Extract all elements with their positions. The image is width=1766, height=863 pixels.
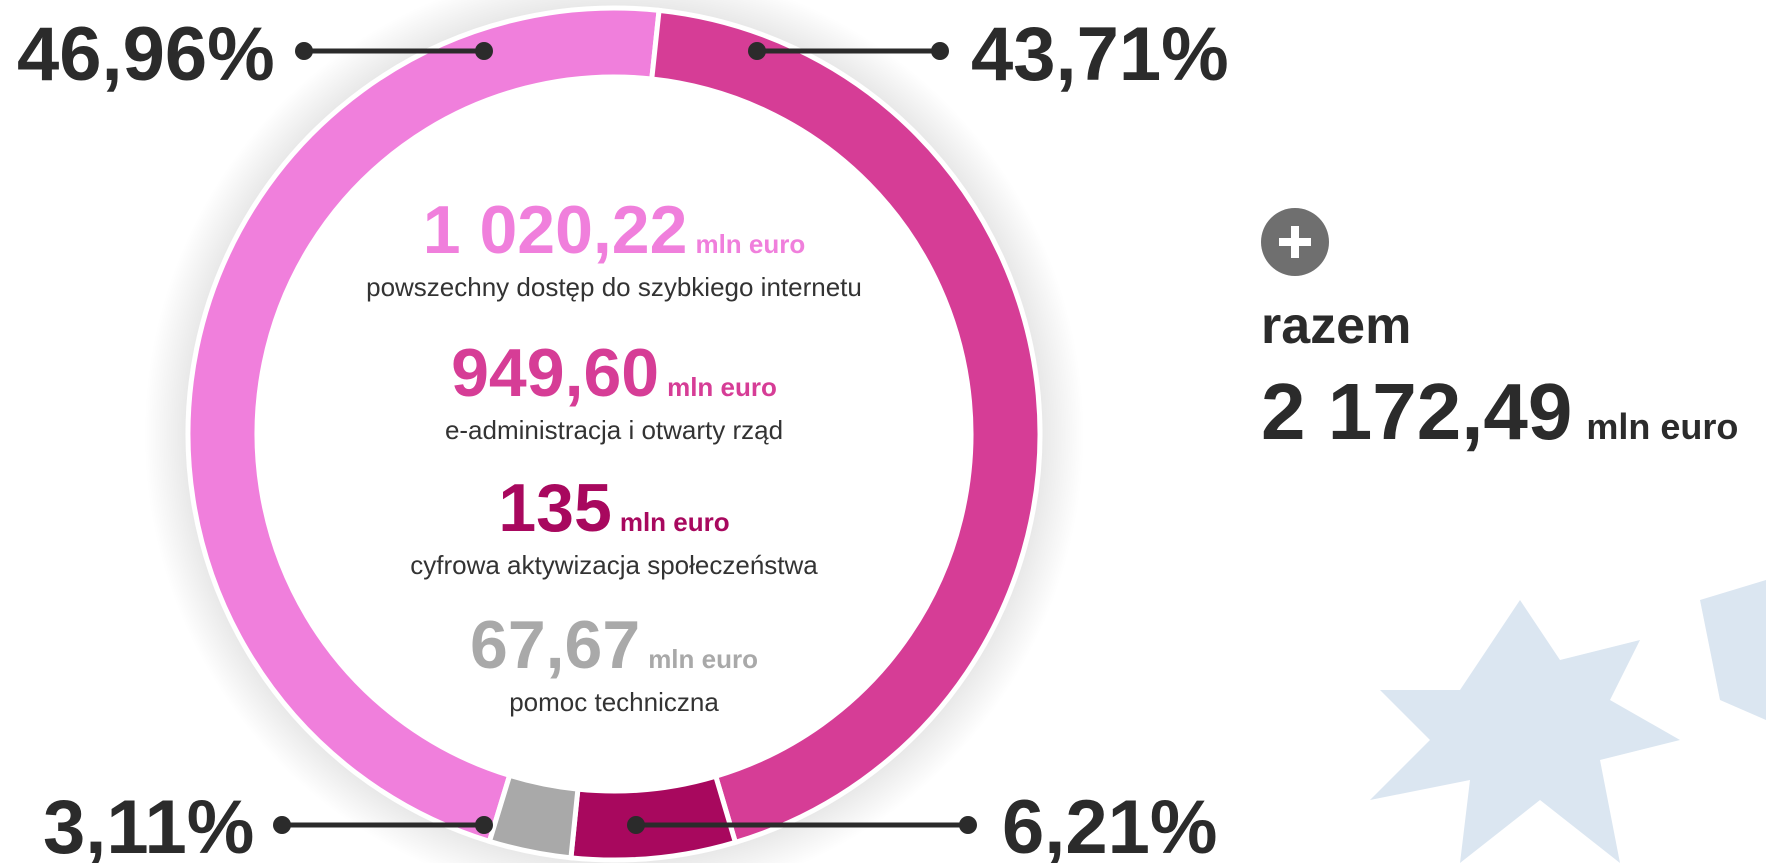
leader-dot: [295, 42, 313, 60]
leader-dot: [748, 42, 766, 60]
percent-label: 46,96%: [17, 12, 275, 97]
leader-dot: [627, 816, 645, 834]
category-label: e-administracja i otwarty rząd: [445, 415, 783, 445]
percent-label: 43,71%: [971, 12, 1229, 97]
category-label: pomoc techniczna: [509, 687, 719, 717]
amount-unit: mln euro: [648, 644, 758, 674]
percent-label: 6,21%: [1002, 785, 1218, 863]
amount-value: 67,67: [470, 607, 640, 683]
decoration: [1370, 580, 1766, 863]
leader-dot: [475, 42, 493, 60]
total-value: 2 172,49: [1261, 367, 1572, 456]
infographic: 46,96%43,71%6,21%3,11%1 020,22mln europo…: [0, 0, 1766, 863]
amount-value: 135: [498, 470, 611, 546]
category-label: cyfrowa aktywizacja społeczeństwa: [410, 550, 818, 580]
amount-unit: mln euro: [620, 507, 730, 537]
total-title: razem: [1261, 297, 1411, 355]
total: 2 172,49 mln euro: [1261, 367, 1738, 456]
leader-dot: [273, 816, 291, 834]
leader-dot: [959, 816, 977, 834]
percent-label: 3,11%: [43, 785, 254, 863]
total-unit: mln euro: [1586, 406, 1738, 447]
leader-dot: [475, 816, 493, 834]
amount-unit: mln euro: [695, 229, 805, 259]
amount-unit: mln euro: [667, 372, 777, 402]
amount-value: 1 020,22: [423, 192, 688, 268]
amount-value: 949,60: [451, 335, 659, 411]
leader-dot: [931, 42, 949, 60]
category-label: powszechny dostęp do szybkiego internetu: [366, 272, 862, 302]
total-block: razem 2 172,49 mln euro: [1261, 208, 1738, 456]
